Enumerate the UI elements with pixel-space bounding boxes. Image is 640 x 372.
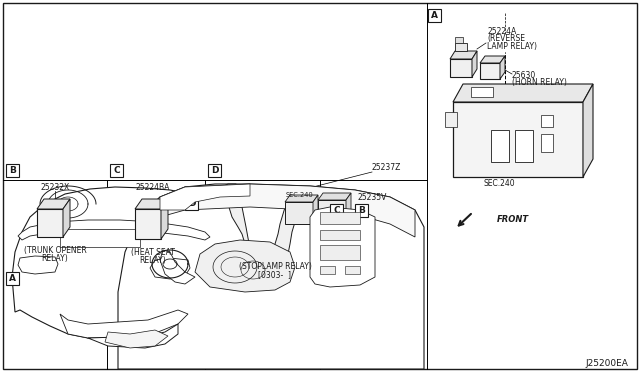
Text: A: A [9, 274, 16, 283]
Polygon shape [118, 184, 424, 369]
Text: D: D [188, 199, 195, 208]
Polygon shape [222, 184, 303, 277]
Polygon shape [318, 193, 351, 200]
Polygon shape [140, 184, 415, 237]
Polygon shape [500, 56, 505, 79]
Bar [455, 37, 463, 43]
Bar [320, 230, 360, 240]
Text: A: A [431, 11, 438, 20]
Text: 25232X: 25232X [40, 183, 70, 192]
Text: SEC.240: SEC.240 [484, 180, 516, 189]
Polygon shape [250, 262, 274, 268]
Polygon shape [450, 51, 477, 59]
Bar [110, 164, 123, 177]
Polygon shape [346, 193, 351, 222]
Bar [428, 9, 441, 22]
Bar [515, 130, 533, 162]
Text: D: D [211, 166, 218, 175]
Polygon shape [161, 199, 168, 239]
Text: 25630: 25630 [512, 71, 536, 80]
Polygon shape [480, 56, 505, 63]
Text: (HORN RELAY): (HORN RELAY) [512, 78, 567, 87]
Polygon shape [63, 199, 70, 237]
Bar [320, 245, 360, 260]
Text: B: B [358, 206, 365, 215]
Text: (STOPLAMP RELAY): (STOPLAMP RELAY) [239, 263, 312, 272]
Bar [355, 204, 368, 217]
Polygon shape [12, 187, 212, 339]
Polygon shape [453, 84, 593, 102]
Text: 25235V: 25235V [358, 192, 387, 202]
Polygon shape [472, 51, 477, 77]
Text: (TRUNK OPENER: (TRUNK OPENER [24, 246, 86, 254]
Text: FRONT: FRONT [497, 215, 529, 224]
Bar [135, 209, 161, 239]
Polygon shape [160, 250, 195, 284]
Bar [480, 63, 500, 79]
Text: LAMP RELAY): LAMP RELAY) [487, 42, 537, 51]
Bar [6, 164, 19, 177]
Text: 25237Z: 25237Z [372, 164, 401, 173]
Text: 25224A: 25224A [487, 28, 516, 36]
Bar [320, 212, 360, 224]
Text: (REVERSE: (REVERSE [487, 35, 525, 44]
Polygon shape [160, 184, 250, 210]
Bar [491, 130, 509, 162]
Polygon shape [150, 258, 190, 279]
Bar [330, 204, 343, 217]
Bar [471, 87, 493, 97]
Text: RELAY): RELAY) [42, 253, 68, 263]
Bar [60, 229, 140, 247]
Polygon shape [60, 310, 188, 338]
Text: C: C [113, 166, 120, 175]
Polygon shape [18, 256, 58, 274]
Polygon shape [18, 220, 210, 240]
Bar [450, 59, 472, 77]
Bar [445, 112, 457, 127]
Bar [320, 266, 335, 274]
Polygon shape [310, 207, 375, 287]
Bar [37, 209, 63, 237]
Text: B: B [9, 166, 16, 175]
Bar [285, 202, 313, 224]
Bar [345, 266, 360, 274]
Bar [185, 197, 198, 210]
Bar [318, 200, 346, 222]
Text: 25224BA: 25224BA [136, 183, 170, 192]
Text: J25200EA: J25200EA [585, 359, 628, 369]
Text: SEC.240: SEC.240 [286, 192, 314, 198]
Polygon shape [105, 330, 168, 348]
Text: [0303-  ]: [0303- ] [259, 270, 291, 279]
Bar [6, 272, 19, 285]
Polygon shape [135, 199, 168, 209]
Polygon shape [37, 199, 70, 209]
Bar [541, 115, 553, 127]
Polygon shape [583, 84, 593, 177]
Bar [455, 43, 467, 51]
Polygon shape [88, 324, 178, 348]
Polygon shape [195, 240, 295, 292]
Polygon shape [313, 195, 318, 224]
Bar [250, 268, 270, 284]
Polygon shape [285, 195, 318, 202]
Bar [208, 164, 221, 177]
Text: (HEAT SEAT: (HEAT SEAT [131, 247, 175, 257]
Text: RELAY): RELAY) [140, 256, 166, 264]
Bar [453, 102, 583, 177]
Text: C: C [333, 206, 340, 215]
Bar [541, 134, 553, 152]
